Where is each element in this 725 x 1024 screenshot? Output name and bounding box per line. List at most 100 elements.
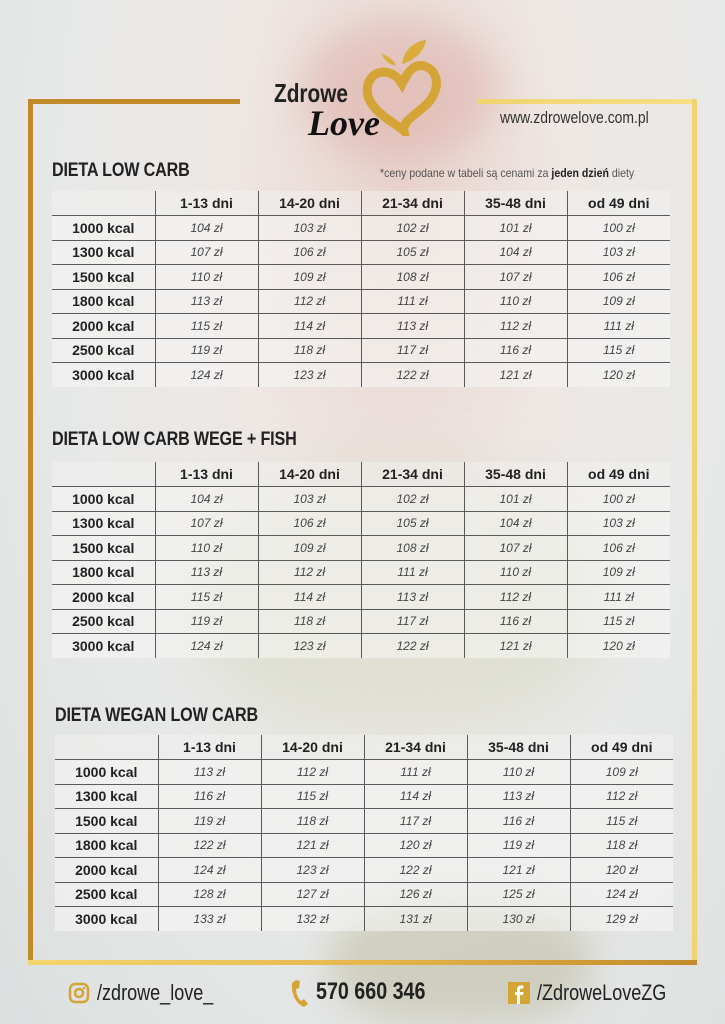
table-row: 2000 kcal 115 zł 114 zł 113 zł 112 zł 111 zł	[52, 584, 670, 610]
frame-border	[692, 99, 697, 965]
kcal-label: 3000 kcal	[52, 362, 155, 387]
price-cell: 107 zł	[463, 535, 567, 561]
table-title: DIETA WEGAN LOW CARB	[55, 705, 258, 726]
price-cell: 124 zł	[154, 633, 258, 658]
price-cell: 107 zł	[154, 511, 258, 536]
background-photo	[300, 20, 500, 160]
column-header: 21-34 dni	[360, 191, 464, 216]
price-cell: 112 zł	[260, 759, 364, 785]
price-cell: 131 zł	[363, 906, 467, 931]
price-cell: 116 zł	[463, 338, 567, 363]
column-header: 21-34 dni	[360, 462, 464, 487]
column-header: 35-48 dni	[463, 191, 567, 216]
facebook-handle[interactable]: /ZdroweLoveZG	[537, 980, 667, 1005]
table-row: 1500 kcal 110 zł 109 zł 108 zł 107 zł 106 zł	[52, 264, 670, 290]
column-header: od 49 dni	[566, 191, 670, 216]
price-cell: 111 zł	[566, 313, 670, 339]
column-header: od 49 dni	[569, 735, 673, 760]
price-cell: 118 zł	[257, 338, 361, 363]
kcal-label: 2500 kcal	[52, 338, 155, 363]
website-link[interactable]: www.zdrowelove.com.pl	[500, 108, 649, 127]
price-cell: 116 zł	[466, 808, 570, 834]
price-cell: 133 zł	[157, 906, 261, 931]
price-cell: 111 zł	[363, 759, 467, 785]
price-cell: 110 zł	[154, 535, 258, 561]
price-cell: 125 zł	[466, 882, 570, 907]
kcal-label: 2000 kcal	[55, 857, 158, 883]
price-cell: 109 zł	[257, 264, 361, 290]
heart-apple-icon	[362, 40, 441, 136]
price-cell: 104 zł	[463, 511, 567, 536]
price-cell: 126 zł	[363, 882, 467, 907]
price-cell: 110 zł	[463, 289, 567, 314]
price-cell: 119 zł	[154, 609, 258, 634]
price-cell: 120 zł	[363, 833, 467, 858]
kcal-label: 2500 kcal	[52, 609, 155, 634]
kcal-label: 1300 kcal	[52, 240, 155, 265]
price-cell: 116 zł	[157, 784, 261, 809]
price-cell: 129 zł	[569, 906, 673, 931]
price-cell: 108 zł	[360, 264, 464, 290]
kcal-label: 2500 kcal	[55, 882, 158, 907]
price-cell: 114 zł	[257, 313, 361, 339]
note-text: *ceny podane w tabeli są cenami za	[380, 166, 552, 180]
kcal-label: 1300 kcal	[55, 784, 158, 809]
kcal-label: 3000 kcal	[55, 906, 158, 931]
logo: Zdrowe Love	[272, 36, 452, 146]
price-cell: 112 zł	[257, 289, 361, 314]
instagram-icon[interactable]	[68, 982, 90, 1004]
column-header: 1-13 dni	[154, 191, 258, 216]
price-cell: 110 zł	[463, 560, 567, 585]
kcal-label: 1500 kcal	[52, 535, 155, 561]
table-row: 1300 kcal 107 zł 106 zł 105 zł 104 zł 103 zł	[52, 240, 670, 265]
table-row: 1800 kcal 122 zł 121 zł 120 zł 119 zł 118 zł	[55, 833, 673, 858]
price-cell: 109 zł	[569, 759, 673, 785]
price-cell: 113 zł	[360, 313, 464, 339]
price-cell: 112 zł	[569, 784, 673, 809]
column-header: 35-48 dni	[463, 462, 567, 487]
price-cell: 115 zł	[566, 609, 670, 634]
note-bold: jeden dzień	[551, 166, 609, 180]
price-cell: 122 zł	[360, 633, 464, 658]
phone-icon	[291, 980, 308, 1007]
table-row: 2500 kcal 119 zł 118 zł 117 zł 116 zł 115 zł	[52, 609, 670, 634]
price-cell: 113 zł	[360, 584, 464, 610]
price-cell: 119 zł	[154, 338, 258, 363]
price-cell: 122 zł	[360, 362, 464, 387]
price-cell: 119 zł	[157, 808, 261, 834]
table-row: 1300 kcal 107 zł 106 zł 105 zł 104 zł 103 zł	[52, 511, 670, 536]
price-cell: 118 zł	[257, 609, 361, 634]
price-cell: 115 zł	[566, 338, 670, 363]
table-title: DIETA LOW CARB	[52, 160, 190, 181]
price-cell: 106 zł	[257, 240, 361, 265]
price-cell: 117 zł	[360, 338, 464, 363]
table-row: 3000 kcal 133 zł 132 zł 131 zł 130 zł 129 zł	[55, 906, 673, 931]
kcal-label: 3000 kcal	[52, 633, 155, 658]
price-cell: 123 zł	[257, 362, 361, 387]
price-cell: 130 zł	[466, 906, 570, 931]
price-cell: 101 zł	[463, 486, 567, 512]
price-cell: 120 zł	[569, 857, 673, 883]
table-title: DIETA LOW CARB WEGE + FISH	[52, 429, 297, 450]
table-row: 2500 kcal 128 zł 127 zł 126 zł 125 zł 124 zł	[55, 882, 673, 907]
header-cell-empty	[52, 191, 155, 216]
price-note: *ceny podane w tabeli są cenami za jeden…	[380, 166, 634, 180]
price-cell: 121 zł	[466, 857, 570, 883]
instagram-handle[interactable]: /zdrowe_love_	[97, 980, 214, 1005]
kcal-label: 1800 kcal	[55, 833, 158, 858]
price-cell: 104 zł	[463, 240, 567, 265]
price-cell: 117 zł	[360, 609, 464, 634]
column-header: 14-20 dni	[260, 735, 364, 760]
kcal-label: 1800 kcal	[52, 560, 155, 585]
kcal-label: 2000 kcal	[52, 584, 155, 610]
frame-border	[28, 99, 33, 965]
price-cell: 106 zł	[566, 264, 670, 290]
table-row: 1800 kcal 113 zł 112 zł 111 zł 110 zł 109 zł	[52, 560, 670, 585]
price-cell: 111 zł	[360, 560, 464, 585]
price-cell: 124 zł	[154, 362, 258, 387]
phone-number[interactable]: 570 660 346	[316, 978, 426, 1005]
facebook-icon[interactable]	[508, 982, 530, 1004]
price-cell: 110 zł	[154, 264, 258, 290]
table-row: 2000 kcal 124 zł 123 zł 122 zł 121 zł 120 zł	[55, 857, 673, 883]
table-row: 2500 kcal 119 zł 118 zł 117 zł 116 zł 115 zł	[52, 338, 670, 363]
